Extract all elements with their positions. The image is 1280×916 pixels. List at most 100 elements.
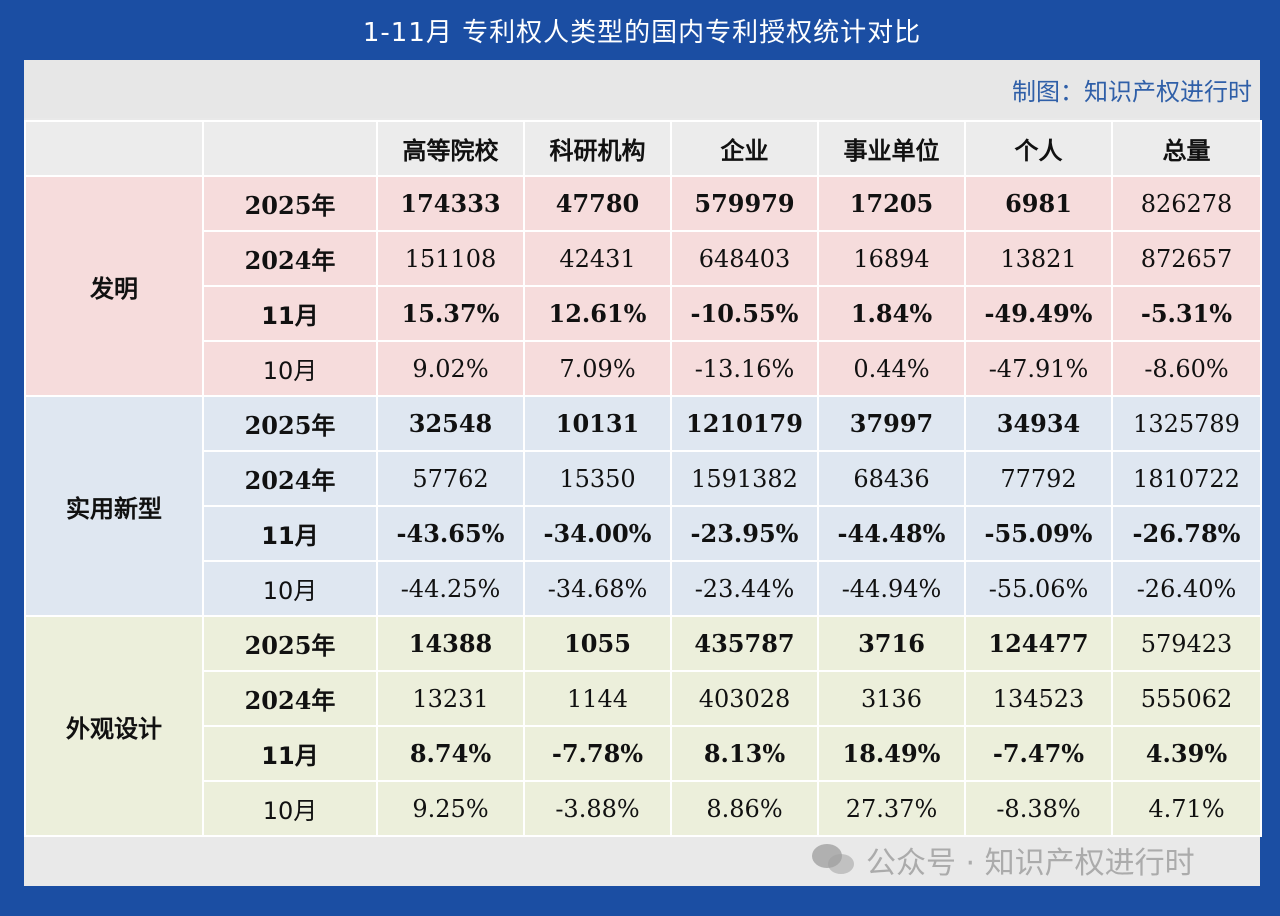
table-cell: 124477 — [964, 615, 1113, 672]
table-cell: 9.25% — [376, 780, 525, 837]
table-cell: 3136 — [817, 670, 966, 727]
column-header: 个人 — [964, 120, 1113, 177]
table-cell: -43.65% — [376, 505, 525, 562]
table-cell: 435787 — [670, 615, 819, 672]
table-cell: -34.68% — [523, 560, 672, 617]
table-cell: -10.55% — [670, 285, 819, 342]
table-cell: -3.88% — [523, 780, 672, 837]
table-cell: 47780 — [523, 175, 672, 232]
table-cell: 34934 — [964, 395, 1113, 452]
table-cell: 18.49% — [817, 725, 966, 782]
table-cell: 579423 — [1111, 615, 1262, 672]
table-row: 11月 8.74% -7.78% 8.13% 18.49% -7.47% 4.39% — [25, 725, 1262, 782]
table-cell: -7.47% — [964, 725, 1113, 782]
table-cell: 579979 — [670, 175, 819, 232]
row-label: 2025年 — [202, 395, 378, 452]
table-cell: 32548 — [376, 395, 525, 452]
row-label: 11月 — [202, 725, 378, 782]
row-label: 2025年 — [202, 615, 378, 672]
table-cell: 1144 — [523, 670, 672, 727]
column-header: 企业 — [670, 120, 819, 177]
table-cell: -44.25% — [376, 560, 525, 617]
table-cell: -26.40% — [1111, 560, 1262, 617]
table-cell: 14388 — [376, 615, 525, 672]
table-row: 10月 9.02% 7.09% -13.16% 0.44% -47.91% -8.60% — [25, 340, 1262, 397]
table-cell: 4.39% — [1111, 725, 1262, 782]
category-label: 发明 — [24, 175, 204, 397]
table-cell: 13231 — [376, 670, 525, 727]
table-row: 10月 9.25% -3.88% 8.86% 27.37% -8.38% 4.71% — [25, 780, 1262, 837]
table-cell: 555062 — [1111, 670, 1262, 727]
table-row: 10月 -44.25% -34.68% -23.44% -44.94% -55.06% -2… — [25, 560, 1262, 617]
header-blank — [202, 120, 378, 177]
table-cell: 3716 — [817, 615, 966, 672]
table-cell: -44.94% — [817, 560, 966, 617]
table-cell: 15.37% — [376, 285, 525, 342]
row-label: 10月 — [202, 560, 378, 617]
table-cell: -8.38% — [964, 780, 1113, 837]
column-header: 总量 — [1111, 120, 1262, 177]
row-label: 11月 — [202, 505, 378, 562]
table-cell: -5.31% — [1111, 285, 1262, 342]
table-row: 11月 -43.65% -34.00% -23.95% -44.48% -55.09% -2… — [25, 505, 1262, 562]
table-cell: 1810722 — [1111, 450, 1262, 507]
table-cell: 648403 — [670, 230, 819, 287]
table-cell: 15350 — [523, 450, 672, 507]
table-cell: -47.91% — [964, 340, 1113, 397]
table-cell: -34.00% — [523, 505, 672, 562]
table-cell: 77792 — [964, 450, 1113, 507]
table-cell: -8.60% — [1111, 340, 1262, 397]
table-row: 11月 15.37% 12.61% -10.55% 1.84% -49.49% -5.31% — [25, 285, 1262, 342]
column-header: 事业单位 — [817, 120, 966, 177]
table-cell: 13821 — [964, 230, 1113, 287]
table-cell: 826278 — [1111, 175, 1262, 232]
page-title: 1-11月 专利权人类型的国内专利授权统计对比 — [362, 17, 922, 48]
category-label: 实用新型 — [24, 395, 204, 617]
table-cell: -23.95% — [670, 505, 819, 562]
table-cell: -23.44% — [670, 560, 819, 617]
table-row: 发明 2025年 174333 47780 579979 17205 6981 826278 — [24, 175, 1262, 397]
table-cell: 1055 — [523, 615, 672, 672]
header-blank — [24, 120, 204, 177]
table-cell: 27.37% — [817, 780, 966, 837]
table-cell: 151108 — [376, 230, 525, 287]
table-cell: 8.13% — [670, 725, 819, 782]
table-cell: 134523 — [964, 670, 1113, 727]
row-label: 10月 — [202, 780, 378, 837]
table-cell: 12.61% — [523, 285, 672, 342]
table-row: 2024年 151108 42431 648403 16894 13821 872657 — [25, 230, 1262, 287]
row-label: 11月 — [202, 285, 378, 342]
credit-text: 制图：知识产权进行时 — [1012, 78, 1252, 106]
table-cell: 57762 — [376, 450, 525, 507]
table-cell: 1591382 — [670, 450, 819, 507]
row-label: 2025年 — [202, 175, 378, 232]
row-label: 2024年 — [202, 450, 378, 507]
table-cell: -55.06% — [964, 560, 1113, 617]
table-cell: -7.78% — [523, 725, 672, 782]
table-row: 2024年 57762 15350 1591382 68436 77792 1810722 — [25, 450, 1262, 507]
table-cell: 7.09% — [523, 340, 672, 397]
stats-table: 高等院校 科研机构 企业 事业单位 个人 总量 发明 2025年 174333 477… — [24, 120, 1262, 837]
table-cell: -49.49% — [964, 285, 1113, 342]
row-label: 2024年 — [202, 670, 378, 727]
table-cell: 16894 — [817, 230, 966, 287]
table-cell: 37997 — [817, 395, 966, 452]
table-cell: -44.48% — [817, 505, 966, 562]
table-cell: 6981 — [964, 175, 1113, 232]
table-cell: 8.74% — [376, 725, 525, 782]
table-cell: -26.78% — [1111, 505, 1262, 562]
table-row: 外观设计 2025年 14388 1055 435787 3716 124477 579423 — [24, 615, 1262, 837]
table-cell: 4.71% — [1111, 780, 1262, 837]
table-cell: 68436 — [817, 450, 966, 507]
table-cell: 872657 — [1111, 230, 1262, 287]
table-row: 2024年 13231 1144 403028 3136 134523 555062 — [25, 670, 1262, 727]
table-cell: -13.16% — [670, 340, 819, 397]
table-cell: 1210179 — [670, 395, 819, 452]
table-cell: -55.09% — [964, 505, 1113, 562]
credit-row: 制图：知识产权进行时 — [24, 60, 1260, 118]
table-cell: 403028 — [670, 670, 819, 727]
table-cell: 9.02% — [376, 340, 525, 397]
table-cell: 17205 — [817, 175, 966, 232]
row-label: 10月 — [202, 340, 378, 397]
table-cell: 0.44% — [817, 340, 966, 397]
